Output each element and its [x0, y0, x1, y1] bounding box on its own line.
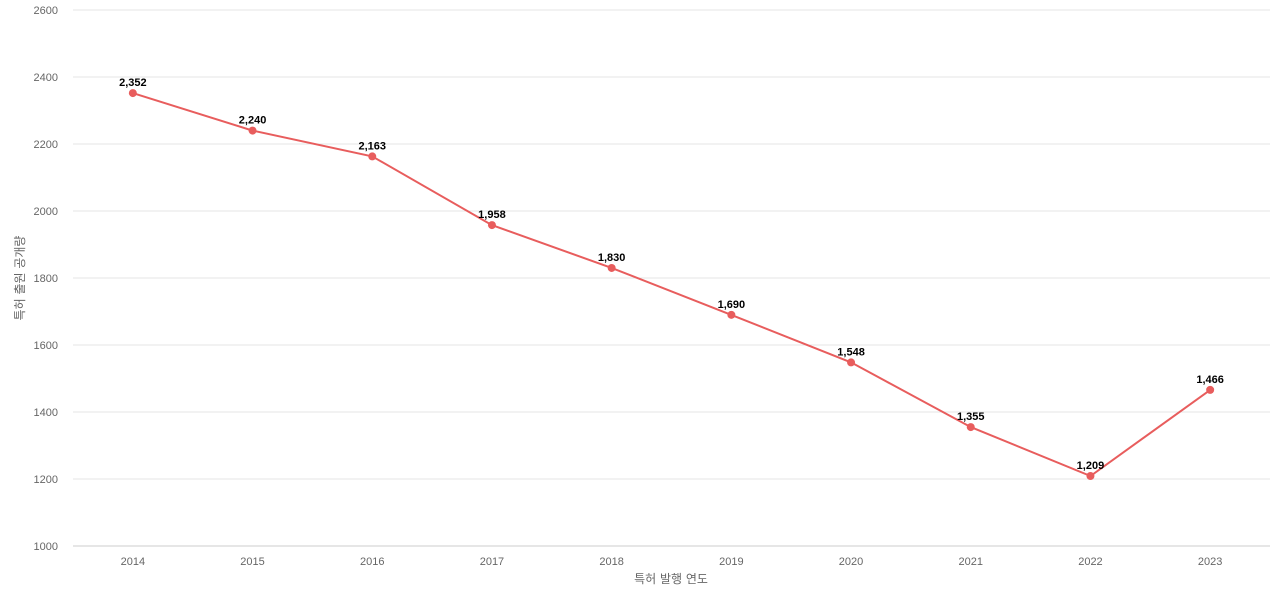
data-label: 2,352 — [119, 77, 147, 89]
data-point[interactable] — [966, 423, 975, 432]
y-axis-title: 특허 출원 공개량 — [13, 236, 27, 321]
y-axis-ticks: 1000 1200 1400 1600 1800 2000 2200 2400 2600 — [34, 5, 58, 553]
y-tick-label: 1800 — [34, 273, 58, 285]
x-tick-label: 2022 — [1078, 556, 1102, 568]
data-label: 1,690 — [718, 299, 746, 311]
data-label: 1,209 — [1077, 460, 1105, 472]
data-point[interactable] — [847, 358, 856, 367]
x-tick-label: 2019 — [719, 556, 743, 568]
x-tick-label: 2015 — [240, 556, 264, 568]
data-point[interactable] — [248, 126, 257, 135]
y-tick-label: 1600 — [34, 340, 58, 352]
data-point[interactable] — [727, 310, 736, 319]
data-point[interactable] — [607, 263, 616, 272]
data-label: 2,240 — [239, 115, 267, 127]
x-tick-label: 2014 — [121, 556, 145, 568]
x-tick-label: 2023 — [1198, 556, 1222, 568]
x-tick-label: 2017 — [480, 556, 504, 568]
data-label: 1,355 — [957, 411, 985, 423]
data-label: 1,830 — [598, 252, 626, 264]
data-point[interactable] — [1086, 471, 1095, 480]
series-line — [132, 92, 1211, 478]
data-point[interactable] — [487, 221, 496, 230]
data-point[interactable] — [368, 152, 377, 161]
x-tick-label: 2020 — [839, 556, 863, 568]
y-tick-label: 2400 — [34, 72, 58, 84]
data-label: 1,958 — [478, 209, 506, 221]
data-label: 1,548 — [837, 346, 865, 358]
x-tick-label: 2021 — [959, 556, 983, 568]
series-layer — [128, 89, 1215, 480]
y-tick-label: 2200 — [34, 139, 58, 151]
grid — [73, 9, 1270, 547]
x-tick-label: 2018 — [599, 556, 623, 568]
x-axis-title: 특허 발행 연도 — [634, 571, 708, 586]
y-tick-label: 2000 — [34, 206, 58, 218]
y-tick-label: 2600 — [34, 5, 58, 17]
y-tick-label: 1200 — [34, 474, 58, 486]
data-label: 2,163 — [358, 140, 386, 152]
y-tick-label: 1000 — [34, 541, 58, 553]
data-label: 1,466 — [1196, 374, 1224, 386]
y-tick-label: 1400 — [34, 407, 58, 419]
x-tick-label: 2016 — [360, 556, 384, 568]
data-labels: 2,352 2,240 2,163 1,958 1,830 1,690 1,548 1,355… — [119, 77, 1224, 472]
data-point[interactable] — [128, 89, 137, 98]
data-point[interactable] — [1206, 385, 1215, 394]
x-axis-ticks: 2014 2015 2016 2017 2018 2019 2020 2021 2022 2023 — [121, 556, 1223, 568]
